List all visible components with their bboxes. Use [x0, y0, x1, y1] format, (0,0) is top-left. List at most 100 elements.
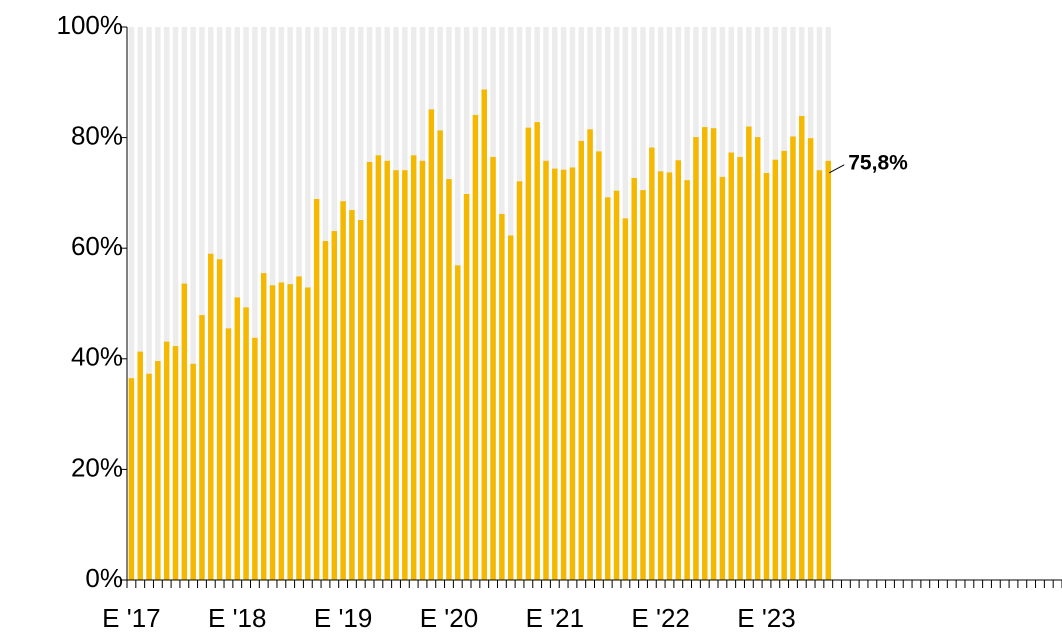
- bar: [208, 253, 214, 581]
- bar: [260, 273, 267, 580]
- bar: [604, 197, 611, 580]
- x-tick-label: E '17: [102, 603, 160, 633]
- bar: [446, 179, 452, 580]
- bar: [146, 373, 152, 580]
- bar: [155, 361, 161, 580]
- y-tick-label: 0%: [85, 563, 123, 593]
- bar: [622, 218, 629, 580]
- bar: [181, 283, 188, 580]
- bar: [816, 170, 823, 581]
- background-bar: [155, 27, 161, 580]
- bar: [613, 190, 620, 581]
- bar: [216, 259, 223, 580]
- bar: [243, 307, 249, 580]
- bar: [384, 160, 390, 581]
- background-bar: [163, 27, 170, 580]
- bar: [252, 337, 258, 580]
- bar: [560, 169, 567, 580]
- bar: [225, 328, 232, 580]
- bar: [684, 180, 690, 580]
- bar: [807, 138, 814, 580]
- bar: [287, 284, 293, 580]
- bar: [428, 109, 435, 580]
- bar: [305, 287, 311, 580]
- bar: [234, 297, 240, 580]
- x-tick-label: E '23: [737, 603, 795, 633]
- bar: [507, 235, 514, 580]
- bar: [190, 363, 196, 580]
- bar: [402, 170, 408, 581]
- bar: [358, 219, 364, 580]
- bar: [331, 231, 338, 580]
- bar: [269, 285, 276, 580]
- bar: [313, 198, 320, 580]
- y-tick-label: 60%: [71, 231, 123, 261]
- bar: [375, 155, 382, 580]
- background-bar: [128, 27, 135, 580]
- bar: [657, 171, 664, 580]
- bar: [534, 122, 540, 580]
- bar: [296, 276, 302, 580]
- background-bar: [225, 27, 232, 580]
- bar: [728, 152, 734, 580]
- bar: [569, 167, 576, 580]
- background-bar: [199, 27, 205, 580]
- bar: [437, 130, 443, 580]
- background-bar: [172, 27, 179, 580]
- bar: [754, 137, 761, 580]
- bar: [499, 213, 505, 580]
- bar: [128, 378, 135, 580]
- y-tick-label: 80%: [71, 120, 123, 150]
- bar: [578, 140, 585, 580]
- bar: [587, 129, 593, 580]
- bar: [393, 170, 399, 581]
- bar: [631, 177, 637, 580]
- x-tick-label: E '22: [631, 603, 689, 633]
- bar: [419, 160, 426, 581]
- background-bar: [137, 27, 143, 580]
- background-bar: [252, 27, 258, 580]
- bar: [666, 172, 673, 580]
- y-tick-label: 20%: [71, 452, 123, 482]
- bar: [366, 161, 373, 580]
- bar: [455, 265, 461, 580]
- value-label: 75,8%: [848, 151, 908, 174]
- bar: [640, 190, 646, 580]
- bar: [649, 147, 655, 580]
- bar: [763, 172, 770, 580]
- bar: [278, 282, 285, 580]
- x-tick-label: E '21: [526, 603, 584, 633]
- bar: [552, 168, 558, 580]
- bar: [543, 160, 549, 581]
- bar: [463, 194, 470, 581]
- bar: [781, 150, 787, 580]
- bar: [340, 201, 346, 580]
- y-tick-label: 40%: [71, 342, 123, 372]
- bar: [799, 116, 805, 581]
- bar: [746, 126, 752, 580]
- bar: [490, 156, 496, 580]
- bar: [825, 160, 831, 581]
- bar: [596, 151, 602, 581]
- bar: [693, 137, 699, 580]
- x-tick-label: E '18: [208, 603, 266, 633]
- bar: [172, 346, 179, 580]
- label-leader: [829, 164, 845, 174]
- background-bar: [146, 27, 152, 580]
- bar: [719, 176, 726, 580]
- bar: [737, 156, 743, 580]
- bar: [675, 160, 682, 580]
- bar: [472, 114, 479, 580]
- background-bar: [190, 27, 196, 580]
- x-tick-label: E '19: [314, 603, 372, 633]
- bar: [702, 127, 708, 580]
- bar: [137, 351, 143, 580]
- bar: [410, 155, 417, 580]
- bar: [349, 210, 355, 580]
- bar: [516, 181, 523, 581]
- bar: [772, 159, 779, 580]
- bar: [322, 241, 329, 581]
- background-bar: [243, 27, 249, 580]
